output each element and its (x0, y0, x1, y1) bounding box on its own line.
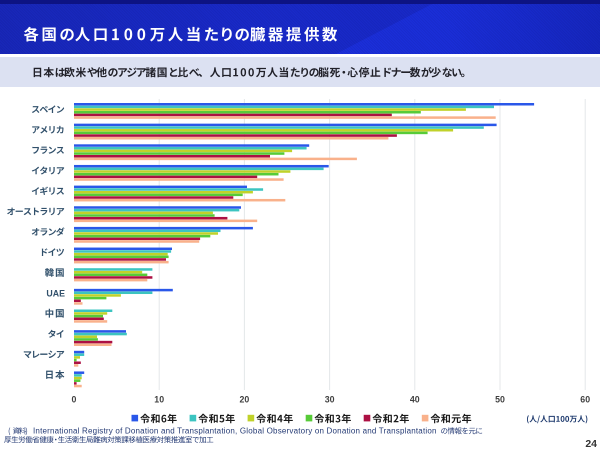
svg-text:30: 30 (325, 395, 335, 405)
svg-text:International Registry of Dona: International Registry of Donation and T… (33, 427, 437, 436)
svg-text:20: 20 (240, 395, 250, 405)
svg-text:UAE: UAE (46, 288, 65, 298)
svg-text:40: 40 (410, 395, 420, 405)
svg-text:10: 10 (154, 395, 164, 405)
svg-text:60: 60 (580, 395, 590, 405)
svg-text:50: 50 (495, 395, 505, 405)
svg-text:24: 24 (585, 438, 597, 450)
svg-text:0: 0 (72, 395, 77, 405)
